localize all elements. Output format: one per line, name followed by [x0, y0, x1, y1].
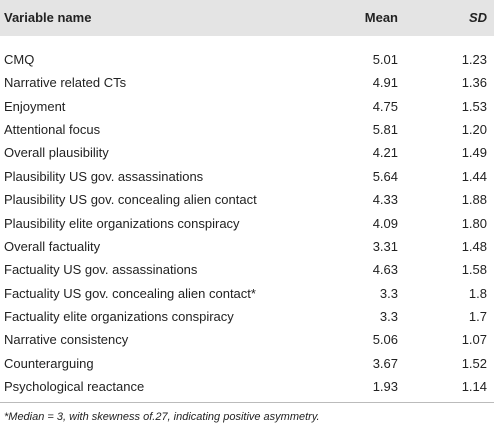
- table-cell: 5.06: [372, 332, 398, 348]
- table-row: Narrative consistency 5.06 1.07: [0, 328, 494, 351]
- table-row: Overall plausibility 4.21 1.49: [0, 141, 494, 164]
- table-row: Factuality US gov. assassinations 4.63 1.5…: [0, 258, 494, 281]
- table-row: Plausibility US gov. assassinations 5.64 1…: [0, 165, 494, 188]
- table-cell: Counterarguing: [4, 355, 94, 371]
- header-cell: SD: [468, 10, 487, 25]
- table-cell: 1.8: [468, 285, 487, 301]
- table-row: Enjoyment 4.75 1.53: [0, 95, 494, 118]
- table-cell: 4.33: [372, 192, 398, 208]
- footnote: *Median = 3, with skewness of.27, indica…: [4, 411, 320, 423]
- table-cell: 1.36: [461, 75, 487, 91]
- table-cell: 4.09: [372, 215, 398, 231]
- table-cell: Attentional focus: [4, 122, 101, 138]
- table-cell: 1.49: [461, 145, 487, 161]
- table-cell: Enjoyment: [4, 98, 66, 114]
- table-cell: 5.01: [372, 52, 398, 67]
- table-cell: 4.75: [372, 98, 398, 114]
- table-row: Overall factuality 3.31 1.48: [0, 235, 494, 258]
- table-cell: 4.21: [372, 145, 398, 161]
- table-cell: 1.14: [461, 379, 487, 395]
- table-row: Factuality US gov. concealing alien cont…: [0, 282, 494, 305]
- table-cell: CMQ: [4, 52, 35, 67]
- table-row: Plausibility elite organizations conspir…: [0, 212, 494, 235]
- table-cell: 4.63: [372, 262, 398, 278]
- header-cell: Mean: [364, 10, 398, 25]
- table-cell: 5.64: [372, 168, 398, 184]
- footnote-rule: [0, 402, 494, 403]
- table-row: Psychological reactance 1.93 1.14: [0, 375, 494, 398]
- table-cell: 1.80: [461, 215, 487, 231]
- table-cell: 4.91: [372, 75, 398, 91]
- header-row: Variable name Mean SD: [0, 0, 494, 36]
- table-cell: Psychological reactance: [4, 379, 145, 395]
- table-cell: 1.20: [461, 122, 487, 138]
- table-cell: 1.23: [461, 52, 487, 67]
- table-cell: Plausibility elite organizations conspir…: [4, 215, 240, 231]
- table-cell: 1.58: [461, 262, 487, 278]
- table-cell: 5.81: [372, 122, 398, 138]
- table-cell: 3.67: [372, 355, 398, 371]
- table-row: Factuality elite organizations conspirac…: [0, 305, 494, 328]
- table-cell: Plausibility US gov. assassinations: [4, 168, 204, 184]
- table-row: Counterarguing 3.67 1.52: [0, 352, 494, 375]
- header-cell: Variable name: [4, 10, 92, 25]
- table-row: Plausibility US gov. concealing alien co…: [0, 188, 494, 211]
- table-cell: 1.07: [461, 332, 487, 348]
- table-cell: Narrative related CTs: [4, 75, 127, 91]
- table-cell: 1.52: [461, 355, 487, 371]
- table-row: Narrative related CTs 4.91 1.36: [0, 71, 494, 94]
- table-cell: 1.93: [372, 379, 398, 395]
- table-row: Attentional focus 5.81 1.20: [0, 118, 494, 141]
- table-cell: Narrative consistency: [4, 332, 129, 348]
- table-cell: Factuality elite organizations conspirac…: [4, 308, 234, 324]
- table-cell: 1.7: [468, 308, 487, 324]
- table-cell: 1.88: [461, 192, 487, 208]
- table-cell: 3.3: [379, 308, 398, 324]
- table-cell: 1.44: [461, 168, 487, 184]
- table-cell: Overall plausibility: [4, 145, 109, 161]
- table-cell: Factuality US gov. assassinations: [4, 262, 198, 278]
- table-cell: 1.48: [461, 238, 487, 254]
- table-cell: 3.31: [372, 238, 398, 254]
- table-cell: 3.3: [379, 285, 398, 301]
- table-row: CMQ 5.01 1.23: [0, 48, 494, 71]
- table-cell: Factuality US gov. concealing alien cont…: [4, 285, 256, 301]
- table-cell: Overall factuality: [4, 238, 101, 254]
- table-cell: 1.53: [461, 98, 487, 114]
- table-cell: Plausibility US gov. concealing alien co…: [4, 192, 257, 208]
